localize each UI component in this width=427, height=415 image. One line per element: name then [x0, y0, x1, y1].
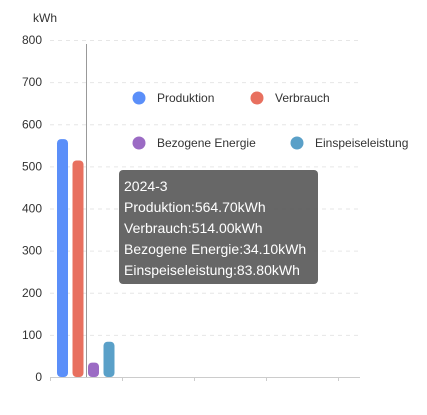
- legend-item-produktion[interactable]: Produktion: [132, 91, 215, 105]
- tooltip-line-bezogene-energie: Bezogene Energie:34.10kWh: [124, 241, 307, 257]
- y-tick-label: 100: [22, 328, 42, 342]
- x-axis: [50, 377, 360, 381]
- bar-verbrauch[interactable]: [72, 160, 84, 377]
- tooltip-line-produktion: Produktion:564.70kWh: [124, 199, 266, 215]
- legend-marker: [132, 91, 146, 105]
- tooltip-line-verbrauch: Verbrauch:514.00kWh: [124, 220, 263, 236]
- bar-einspeiseleistung[interactable]: [103, 341, 115, 377]
- y-tick-labels: 0 100 200 300 400 500 600 700 800: [22, 33, 42, 384]
- legend-marker: [250, 91, 264, 105]
- y-axis-unit-label: kWh: [33, 11, 57, 25]
- legend-label: Verbrauch: [275, 91, 330, 105]
- legend-marker: [290, 136, 304, 150]
- bar-produktion[interactable]: [57, 139, 68, 377]
- bars: [57, 139, 115, 377]
- y-tick-label: 800: [22, 33, 42, 47]
- y-tick-label: 0: [35, 370, 42, 384]
- legend-label: Produktion: [157, 91, 214, 105]
- y-tick-label: 600: [22, 117, 42, 131]
- legend-item-einspeiseleistung[interactable]: Einspeiseleistung: [290, 136, 409, 150]
- legend-item-bezogene-energie[interactable]: Bezogene Energie: [132, 136, 257, 150]
- y-tick-label: 400: [22, 202, 42, 216]
- tooltip-title: 2024-3: [124, 178, 168, 194]
- legend: Produktion Verbrauch Bezogene Energie Einsp…: [132, 91, 409, 150]
- bar-bezogene-energie[interactable]: [88, 362, 99, 377]
- legend-label: Einspeiseleistung: [315, 136, 408, 150]
- tooltip: 2024-3 Produktion:564.70kWh Verbrauch:51…: [119, 170, 318, 284]
- legend-label: Bezogene Energie: [157, 136, 256, 150]
- y-tick-label: 700: [22, 75, 42, 89]
- y-tick-label: 200: [22, 286, 42, 300]
- y-tick-label: 500: [22, 159, 42, 173]
- tooltip-line-einspeiseleistung: Einspeiseleistung:83.80kWh: [124, 262, 300, 278]
- legend-item-verbrauch[interactable]: Verbrauch: [250, 91, 330, 105]
- legend-marker: [132, 136, 146, 150]
- y-tick-label: 300: [22, 244, 42, 258]
